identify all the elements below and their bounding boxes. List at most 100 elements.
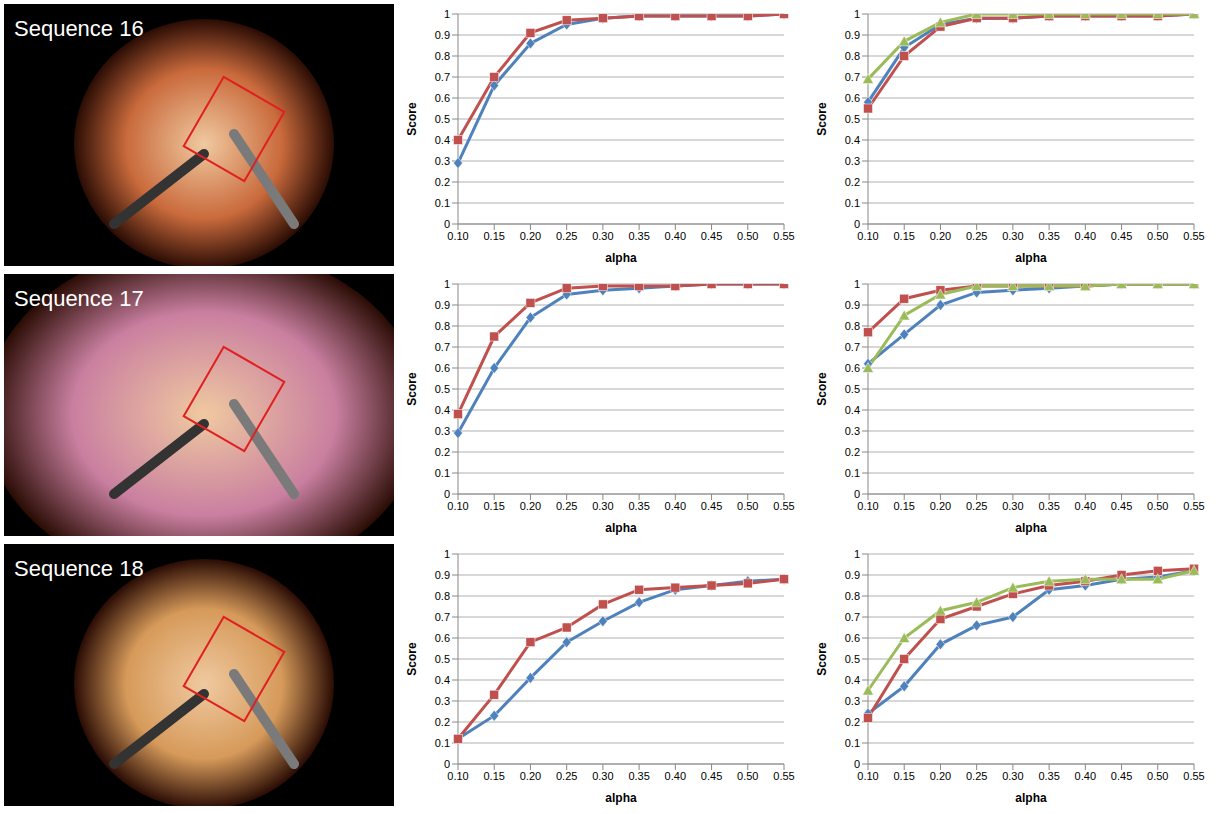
- svg-text:0.30: 0.30: [592, 770, 613, 782]
- svg-text:0.25: 0.25: [556, 230, 577, 242]
- svg-text:0.2: 0.2: [435, 176, 450, 188]
- svg-text:0.25: 0.25: [556, 770, 577, 782]
- svg-text:0.15: 0.15: [484, 770, 505, 782]
- svg-text:0.7: 0.7: [845, 611, 860, 623]
- svg-text:1: 1: [854, 548, 860, 560]
- svg-text:0.35: 0.35: [1038, 230, 1059, 242]
- svg-text:0.30: 0.30: [592, 230, 613, 242]
- svg-text:0.9: 0.9: [435, 29, 450, 41]
- svg-text:Score: Score: [406, 372, 419, 406]
- svg-text:0: 0: [854, 218, 860, 230]
- svg-text:0.8: 0.8: [435, 50, 450, 62]
- svg-text:0.35: 0.35: [628, 770, 649, 782]
- svg-text:0.6: 0.6: [845, 632, 860, 644]
- svg-text:0.25: 0.25: [966, 500, 987, 512]
- svg-text:0.4: 0.4: [435, 674, 450, 686]
- svg-text:0.45: 0.45: [1111, 230, 1132, 242]
- svg-text:alpha: alpha: [605, 791, 637, 805]
- svg-text:0.3: 0.3: [435, 425, 450, 437]
- svg-text:Score: Score: [816, 372, 829, 406]
- svg-text:0.4: 0.4: [845, 674, 860, 686]
- svg-text:0.1: 0.1: [845, 467, 860, 479]
- svg-text:0.9: 0.9: [435, 299, 450, 311]
- svg-text:0.9: 0.9: [845, 299, 860, 311]
- svg-text:0.1: 0.1: [435, 467, 450, 479]
- svg-text:Score: Score: [406, 102, 419, 136]
- svg-text:0.20: 0.20: [930, 230, 951, 242]
- svg-text:0.3: 0.3: [845, 695, 860, 707]
- svg-text:0.55: 0.55: [773, 230, 794, 242]
- svg-text:0.50: 0.50: [1147, 230, 1168, 242]
- svg-text:0.40: 0.40: [665, 230, 686, 242]
- svg-text:0.10: 0.10: [857, 770, 878, 782]
- svg-text:Score: Score: [816, 642, 829, 676]
- svg-text:0.25: 0.25: [966, 770, 987, 782]
- svg-text:0.40: 0.40: [1075, 500, 1096, 512]
- svg-text:0.1: 0.1: [435, 197, 450, 209]
- svg-text:0.3: 0.3: [845, 155, 860, 167]
- svg-text:0.15: 0.15: [894, 230, 915, 242]
- svg-text:0.45: 0.45: [701, 770, 722, 782]
- svg-text:0.15: 0.15: [894, 500, 915, 512]
- svg-text:0: 0: [854, 758, 860, 770]
- svg-text:0.40: 0.40: [1075, 770, 1096, 782]
- svg-text:0.55: 0.55: [1183, 230, 1204, 242]
- svg-text:1: 1: [444, 278, 450, 290]
- svg-text:Sequence 17: Sequence 17: [14, 286, 144, 311]
- svg-text:0.6: 0.6: [845, 362, 860, 374]
- svg-text:0.2: 0.2: [435, 716, 450, 728]
- svg-text:0.8: 0.8: [845, 590, 860, 602]
- svg-text:0: 0: [444, 758, 450, 770]
- svg-text:0.2: 0.2: [845, 446, 860, 458]
- svg-text:0.7: 0.7: [435, 71, 450, 83]
- svg-text:0.35: 0.35: [1038, 770, 1059, 782]
- svg-text:alpha: alpha: [605, 521, 637, 535]
- svg-text:0.20: 0.20: [930, 770, 951, 782]
- svg-text:0.5: 0.5: [435, 383, 450, 395]
- svg-text:0.8: 0.8: [435, 590, 450, 602]
- svg-text:0.50: 0.50: [737, 500, 758, 512]
- svg-text:0.8: 0.8: [845, 50, 860, 62]
- svg-text:0.7: 0.7: [845, 71, 860, 83]
- svg-text:Sequence 16: Sequence 16: [14, 16, 144, 41]
- svg-text:0.30: 0.30: [1002, 770, 1023, 782]
- svg-text:0.30: 0.30: [1002, 500, 1023, 512]
- svg-text:0.35: 0.35: [628, 230, 649, 242]
- svg-text:0.20: 0.20: [520, 230, 541, 242]
- svg-text:0.15: 0.15: [484, 500, 505, 512]
- svg-text:Score: Score: [406, 642, 419, 676]
- svg-text:0: 0: [444, 218, 450, 230]
- svg-text:0.55: 0.55: [773, 770, 794, 782]
- svg-text:0.45: 0.45: [701, 230, 722, 242]
- svg-text:0.9: 0.9: [845, 569, 860, 581]
- svg-text:alpha: alpha: [1015, 251, 1047, 265]
- svg-text:0.2: 0.2: [845, 176, 860, 188]
- svg-text:1: 1: [444, 8, 450, 20]
- svg-text:0.5: 0.5: [435, 653, 450, 665]
- svg-text:0.7: 0.7: [435, 341, 450, 353]
- svg-text:Sequence 18: Sequence 18: [14, 556, 144, 581]
- svg-text:0.35: 0.35: [1038, 500, 1059, 512]
- svg-text:0.1: 0.1: [845, 737, 860, 749]
- svg-text:0.5: 0.5: [845, 113, 860, 125]
- svg-text:0.10: 0.10: [447, 500, 468, 512]
- svg-text:0.25: 0.25: [556, 500, 577, 512]
- svg-text:0.20: 0.20: [520, 500, 541, 512]
- svg-text:0.45: 0.45: [1111, 500, 1132, 512]
- svg-text:0.40: 0.40: [1075, 230, 1096, 242]
- svg-text:0.1: 0.1: [435, 737, 450, 749]
- svg-text:0.50: 0.50: [737, 230, 758, 242]
- svg-text:0.45: 0.45: [1111, 770, 1132, 782]
- svg-text:0.9: 0.9: [435, 569, 450, 581]
- svg-text:0.45: 0.45: [701, 500, 722, 512]
- svg-text:0.1: 0.1: [845, 197, 860, 209]
- svg-text:0.6: 0.6: [435, 92, 450, 104]
- svg-text:1: 1: [444, 548, 450, 560]
- svg-text:alpha: alpha: [605, 251, 637, 265]
- svg-text:1: 1: [854, 8, 860, 20]
- svg-text:0.4: 0.4: [435, 404, 450, 416]
- svg-text:0: 0: [854, 488, 860, 500]
- svg-text:0.8: 0.8: [435, 320, 450, 332]
- svg-text:0.40: 0.40: [665, 500, 686, 512]
- svg-text:0.9: 0.9: [845, 29, 860, 41]
